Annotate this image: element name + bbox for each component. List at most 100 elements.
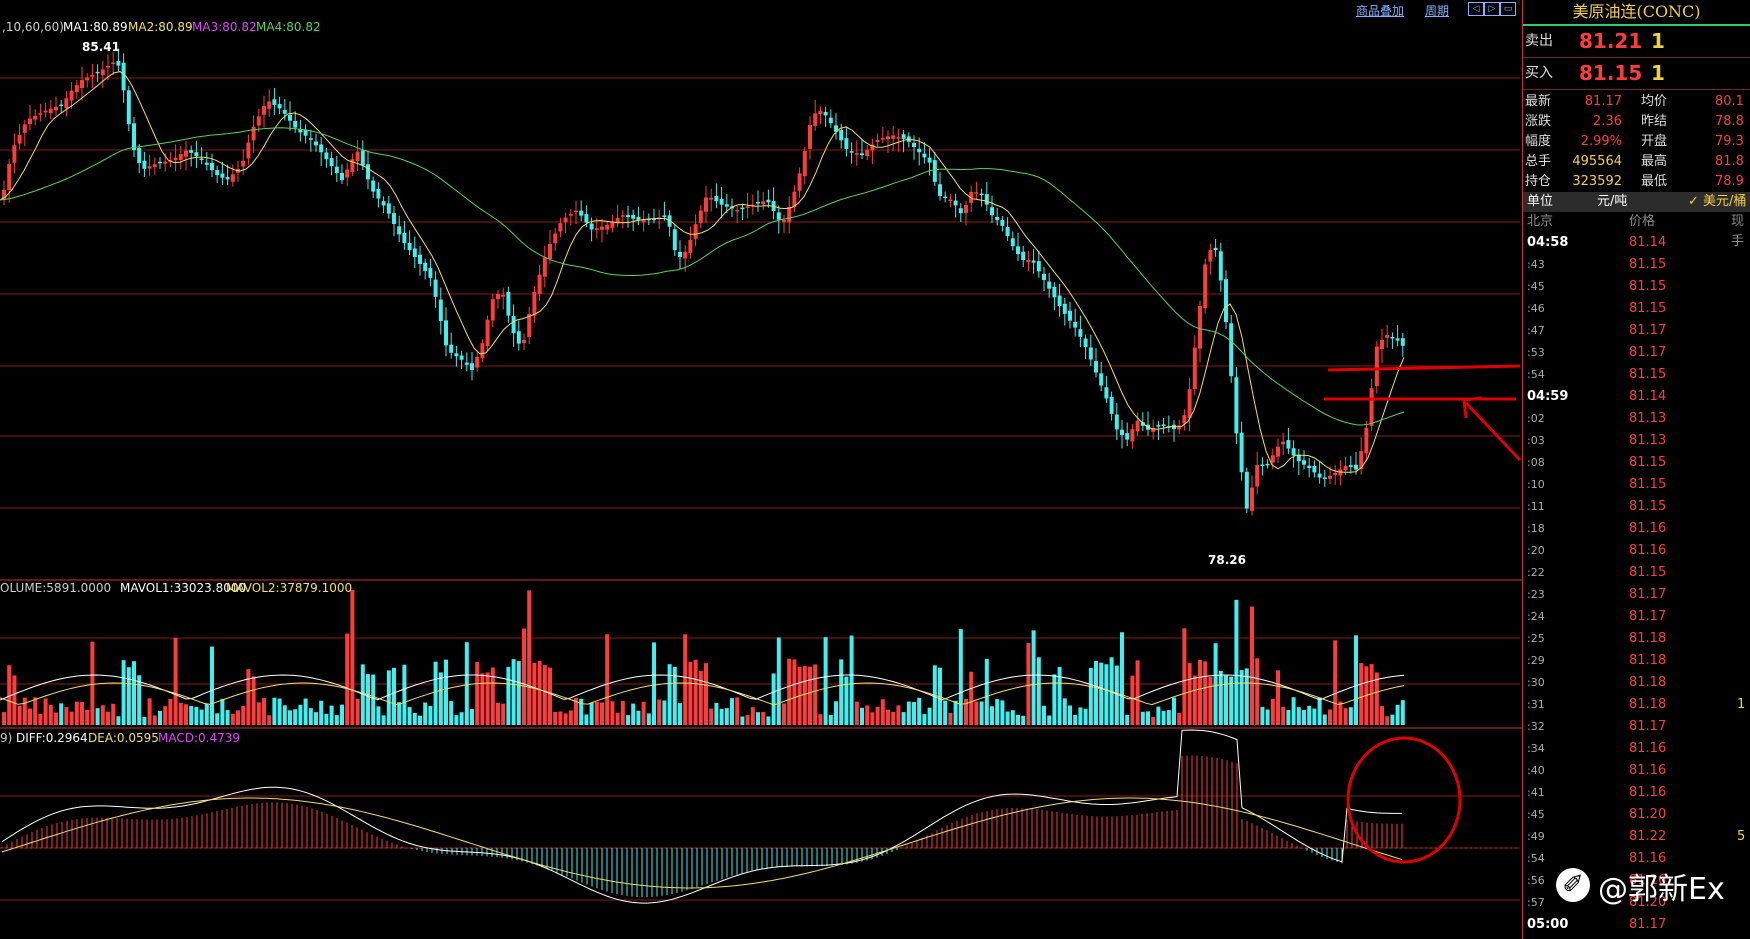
unit-value: 元/吨 (1597, 194, 1628, 209)
candle-body (792, 191, 797, 208)
volume-bar (901, 712, 906, 725)
candle-body (267, 101, 272, 109)
volume-bar (1016, 714, 1020, 725)
candle-body (1218, 251, 1223, 281)
candle-body (428, 268, 433, 278)
candle-body (719, 198, 724, 205)
tick-time: :02 (1527, 412, 1545, 425)
candle-body (1369, 388, 1374, 426)
volume-bar (90, 641, 95, 725)
candle-body (17, 134, 22, 144)
candle-body (334, 166, 339, 174)
unit-alt-toggle[interactable]: ✓ 美元/桶 (1688, 194, 1747, 209)
volume-bar (152, 715, 157, 725)
volume-bar (355, 698, 360, 725)
tick-price: 81.17 (1629, 719, 1667, 734)
candle-body (43, 110, 48, 113)
candle-body (1177, 425, 1182, 430)
candle-body (241, 160, 246, 167)
volume-bar (1068, 705, 1072, 725)
volume-bar (251, 676, 256, 725)
period-link[interactable]: 周期 (1425, 4, 1450, 18)
kline-chart[interactable] (0, 0, 1522, 939)
volume-bar (522, 628, 526, 725)
diff-label: DIFF:0.2964 (16, 731, 88, 745)
bid-row[interactable]: 买入 81.15 1 (1523, 58, 1750, 90)
tick-row: :45 81.15 (1523, 276, 1750, 298)
bid-qty: 1 (1651, 61, 1665, 85)
candle-body (22, 124, 27, 133)
candle-body (688, 239, 693, 253)
volume-bar (906, 701, 911, 725)
volume-bar (860, 707, 864, 725)
candle-body (631, 214, 636, 219)
stat-value: 323592 (1572, 174, 1622, 189)
volume-bar (386, 670, 391, 725)
volume-bar (428, 706, 433, 725)
candle-body (475, 357, 480, 368)
volume-bar (563, 713, 568, 725)
tick-time: :11 (1527, 500, 1545, 513)
candle-body (147, 166, 152, 169)
tick-row: :46 81.15 (1523, 298, 1750, 320)
annotation-circle (1346, 736, 1462, 864)
candle-body (984, 194, 989, 205)
candle-body (511, 316, 516, 334)
candle-body (74, 85, 79, 93)
prev-icon[interactable]: ◁ (1468, 2, 1484, 16)
candle-body (189, 150, 194, 153)
volume-bar (438, 672, 443, 725)
volume-bar (314, 712, 318, 725)
tick-price: 81.20 (1629, 895, 1667, 910)
candle-body (142, 160, 147, 169)
tick-price: 81.13 (1629, 433, 1667, 448)
volume-bar (2, 712, 6, 725)
volume-bar (288, 710, 292, 725)
candle-body (506, 291, 511, 316)
candle-body (641, 220, 646, 223)
volume-bar (1343, 708, 1348, 725)
candle-body (376, 188, 381, 199)
volume-bar (735, 697, 740, 725)
candle-body (704, 197, 708, 212)
candle-body (121, 62, 126, 91)
tick-list[interactable]: 04:58 81.14:43 81.15:45 81.15:46 81.15:47 81.… (1523, 232, 1750, 936)
tick-price: 81.16 (1629, 741, 1667, 756)
overlay-link[interactable]: 商品叠加 (1356, 4, 1405, 18)
volume-bar (683, 634, 688, 725)
bid-price: 81.15 (1579, 61, 1643, 85)
candle-body (418, 254, 422, 264)
candle-body (350, 159, 355, 172)
volume-bar (496, 702, 500, 725)
volume-bar (1400, 700, 1405, 725)
volume-bar (917, 697, 922, 725)
candle-body (1328, 476, 1332, 479)
volume-bar (610, 701, 615, 725)
ticks-header: 北京 价格 现手 (1523, 212, 1750, 249)
tick-time: :54 (1527, 368, 1545, 381)
ask-row[interactable]: 卖出 81.21 1 (1523, 26, 1750, 58)
candle-body (392, 213, 396, 224)
candle-body (303, 129, 308, 136)
collapse-icon[interactable]: ▭ (1500, 2, 1516, 16)
tick-time: :47 (1527, 324, 1545, 337)
tick-row: 05:00 81.17 (1523, 914, 1750, 936)
candle-body (496, 294, 500, 300)
candle-body (1317, 473, 1322, 478)
candle-body (849, 151, 854, 153)
stat-value: 79.3 (1715, 134, 1744, 149)
candle-body (636, 216, 641, 220)
candle-body (886, 136, 890, 140)
volume-bar (756, 712, 760, 725)
volume-bar (360, 664, 365, 725)
volume-bar (1208, 676, 1213, 725)
candle-body (1114, 414, 1119, 430)
candle-body (522, 340, 526, 343)
candle-body (745, 206, 750, 208)
candle-body (537, 274, 542, 294)
next-icon[interactable]: ▷ (1484, 2, 1500, 16)
tick-price: 81.17 (1629, 587, 1667, 602)
chart-area[interactable]: ,10,60,60) MA1:80.89 MA2:80.89 MA3:80.82… (0, 0, 1522, 939)
volume-bar (1026, 642, 1031, 725)
stat-row: 幅度 2.99% 开盘 79.3 (1523, 132, 1750, 152)
